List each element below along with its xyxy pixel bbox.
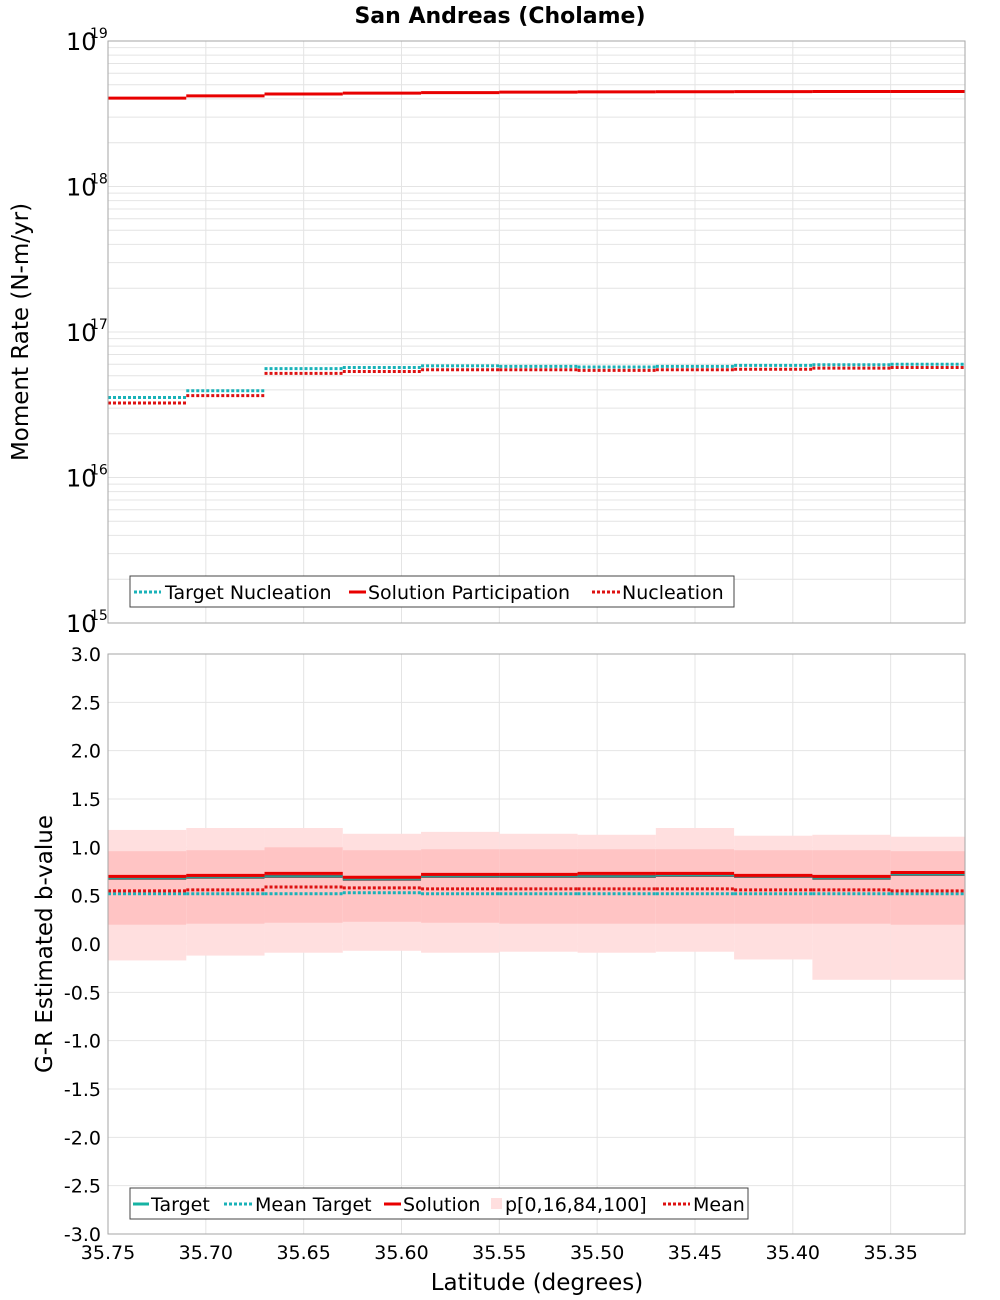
bottom-data-series (108, 870, 965, 896)
bottom-y-tick-label: -0.5 (64, 982, 101, 1004)
top-y-tick-exponent: 18 (90, 172, 108, 188)
x-tick-label: 35.75 (81, 1242, 135, 1264)
top-legend: Target Nucleation Solution Participation… (129, 575, 735, 608)
legend-label-nucleation: Nucleation (622, 582, 724, 604)
top-y-tick-exponent: 16 (90, 463, 108, 479)
percentile-band-inner (499, 849, 578, 924)
percentile-band-inner (264, 847, 343, 923)
top-y-tick-label: 10 (66, 610, 97, 638)
x-tick-label: 35.40 (766, 1242, 820, 1264)
top-data-series (108, 89, 965, 405)
top-plot-frame (107, 40, 966, 624)
top-y-axis-label: Moment Rate (N-m/yr) (8, 203, 34, 461)
bottom-y-tick-labels: 3.0 2.5 2.0 1.5 1.0 0.5 0.0 -0.5 -1.0 -1.5 -2.0 -2.… (64, 644, 101, 1246)
percentile-band-inner (342, 850, 422, 922)
bottom-y-tick-label: 1.5 (71, 789, 101, 811)
top-y-tick-exponent: 19 (90, 26, 108, 42)
bottom-y-tick-label: 2.5 (71, 692, 101, 714)
bottom-y-tick-label: 0.5 (71, 886, 101, 908)
x-tick-label: 35.45 (668, 1242, 722, 1264)
legend-label-mean-target: Mean Target (255, 1194, 372, 1216)
percentile-band-inner (108, 851, 187, 925)
legend-label-mean: Mean (693, 1194, 745, 1216)
top-grid (107, 41, 965, 624)
b-value-panel: 3.0 2.5 2.0 1.5 1.0 0.5 0.0 -0.5 -1.0 -1.5 -2.0 -2.… (32, 644, 966, 1296)
bottom-y-tick-label: -1.0 (64, 1031, 101, 1053)
bottom-plot-frame (107, 653, 966, 1235)
bottom-y-tick-label: -3.0 (64, 1224, 101, 1246)
percentile-band-inner (812, 850, 891, 924)
percentile-band-inner (186, 850, 265, 924)
chart-title: San Andreas (Cholame) (354, 4, 645, 29)
top-y-tick-label: 10 (66, 465, 97, 493)
percentile-band-inner (890, 851, 965, 925)
bottom-y-tick-label: -2.5 (64, 1176, 101, 1198)
bottom-y-tick-label: -1.5 (64, 1079, 101, 1101)
top-y-tick-label: 10 (66, 28, 97, 56)
bottom-legend: Target Mean Target Solution p[0,16,84,10… (129, 1187, 749, 1220)
x-tick-labels: 35.75 35.70 35.65 35.60 35.55 35.50 35.45 35.40… (81, 1242, 918, 1264)
top-y-tick-exponent: 15 (90, 608, 108, 624)
legend-swatch-percentile-band (491, 1198, 502, 1209)
x-tick-label: 35.70 (179, 1242, 233, 1264)
legend-label-solution: Solution (403, 1194, 480, 1216)
x-axis-label: Latitude (degrees) (431, 1270, 644, 1296)
legend-label-solution-participation: Solution Participation (368, 582, 570, 604)
x-tick-label: 35.50 (570, 1242, 624, 1264)
bottom-y-tick-label: 0.0 (71, 934, 101, 956)
x-tick-label: 35.65 (276, 1242, 330, 1264)
percentile-band-inner (421, 849, 500, 923)
percentile-band-inner (577, 849, 656, 924)
x-tick-label: 35.35 (863, 1242, 917, 1264)
bottom-legend-box (129, 1187, 749, 1220)
percentile-bands (108, 828, 965, 980)
bottom-y-tick-label: 3.0 (71, 644, 101, 666)
bottom-y-tick-label: 2.0 (71, 741, 101, 763)
bottom-y-axis-label: G-R Estimated b-value (32, 815, 58, 1073)
percentile-band-inner (655, 849, 735, 924)
x-tick-label: 35.55 (472, 1242, 526, 1264)
x-tick-label: 35.60 (374, 1242, 428, 1264)
bottom-y-tick-label: 1.0 (71, 837, 101, 859)
legend-label-percentile-band: p[0,16,84,100] (505, 1194, 647, 1216)
percentile-band-inner (734, 850, 813, 924)
top-y-tick-exponent: 17 (90, 317, 108, 333)
bottom-y-tick-label: -2.0 (64, 1127, 101, 1149)
top-y-tick-label: 10 (66, 174, 97, 202)
legend-label-target: Target (150, 1194, 210, 1216)
top-y-tick-label: 10 (66, 319, 97, 347)
top-legend-box (129, 575, 735, 608)
legend-label-target-nucleation: Target Nucleation (164, 582, 332, 604)
